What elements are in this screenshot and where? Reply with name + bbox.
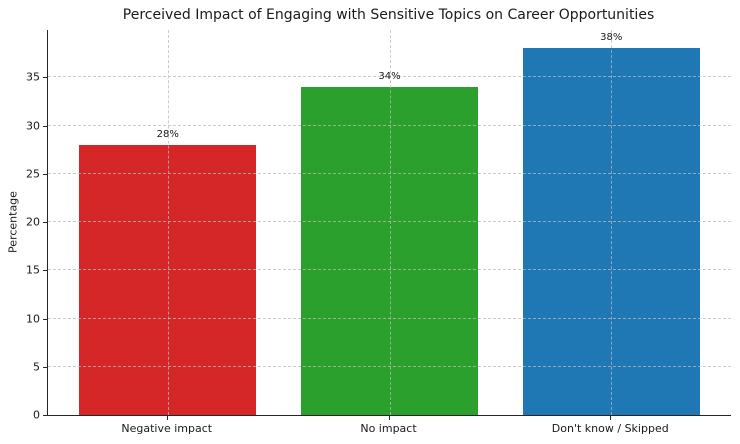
bar-no-impact [300,86,479,415]
y-axis: 0 5 10 15 20 25 30 35 [0,30,40,422]
y-tick-mark [43,318,47,320]
gridline-vertical [389,30,391,415]
y-tick-mark [43,125,47,127]
x-tick-mark [610,416,612,420]
bar-value-label: 28% [156,128,179,140]
y-tick-label: 35 [26,70,40,84]
bar-value-label: 38% [600,32,623,44]
y-tick-mark [43,222,47,224]
y-tick-label: 25 [26,167,40,181]
x-tick-mark [166,416,168,420]
y-tick-mark [43,270,47,272]
y-tick-mark [43,366,47,368]
x-tick-label: No impact [360,422,417,435]
x-tick-label: Negative impact [121,422,213,435]
bar-negative-impact [79,144,257,415]
y-tick-label: 0 [33,408,40,422]
y-tick-mark [43,415,47,416]
chart-title: Perceived Impact of Engaging with Sensit… [122,7,655,23]
y-tick-label: 5 [33,360,40,374]
bar-value-label: 34% [378,70,401,82]
y-tick-mark [43,77,47,79]
y-tick-label: 30 [26,119,40,133]
gridline-vertical [167,30,169,415]
gridline-vertical [611,30,613,415]
y-tick-mark [43,173,47,175]
y-tick-label: 10 [26,312,40,325]
bar-don-t-know-skipped [522,48,700,415]
y-tick-label: 20 [26,215,40,229]
x-tick-label: Don't know / Skipped [551,422,669,435]
x-axis: Negative impact No impact Don't know / Ski… [47,416,730,442]
y-tick-label: 15 [26,263,40,277]
x-tick-mark [388,416,390,420]
plot-area: 28% 34% 38% [47,30,731,416]
